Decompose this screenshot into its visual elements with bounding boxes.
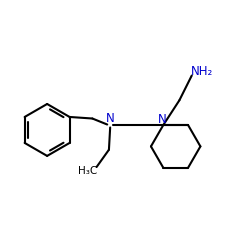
Text: N: N	[106, 112, 114, 125]
Text: H₃C: H₃C	[78, 166, 97, 176]
Text: NH₂: NH₂	[191, 64, 213, 78]
Text: N: N	[158, 113, 166, 126]
